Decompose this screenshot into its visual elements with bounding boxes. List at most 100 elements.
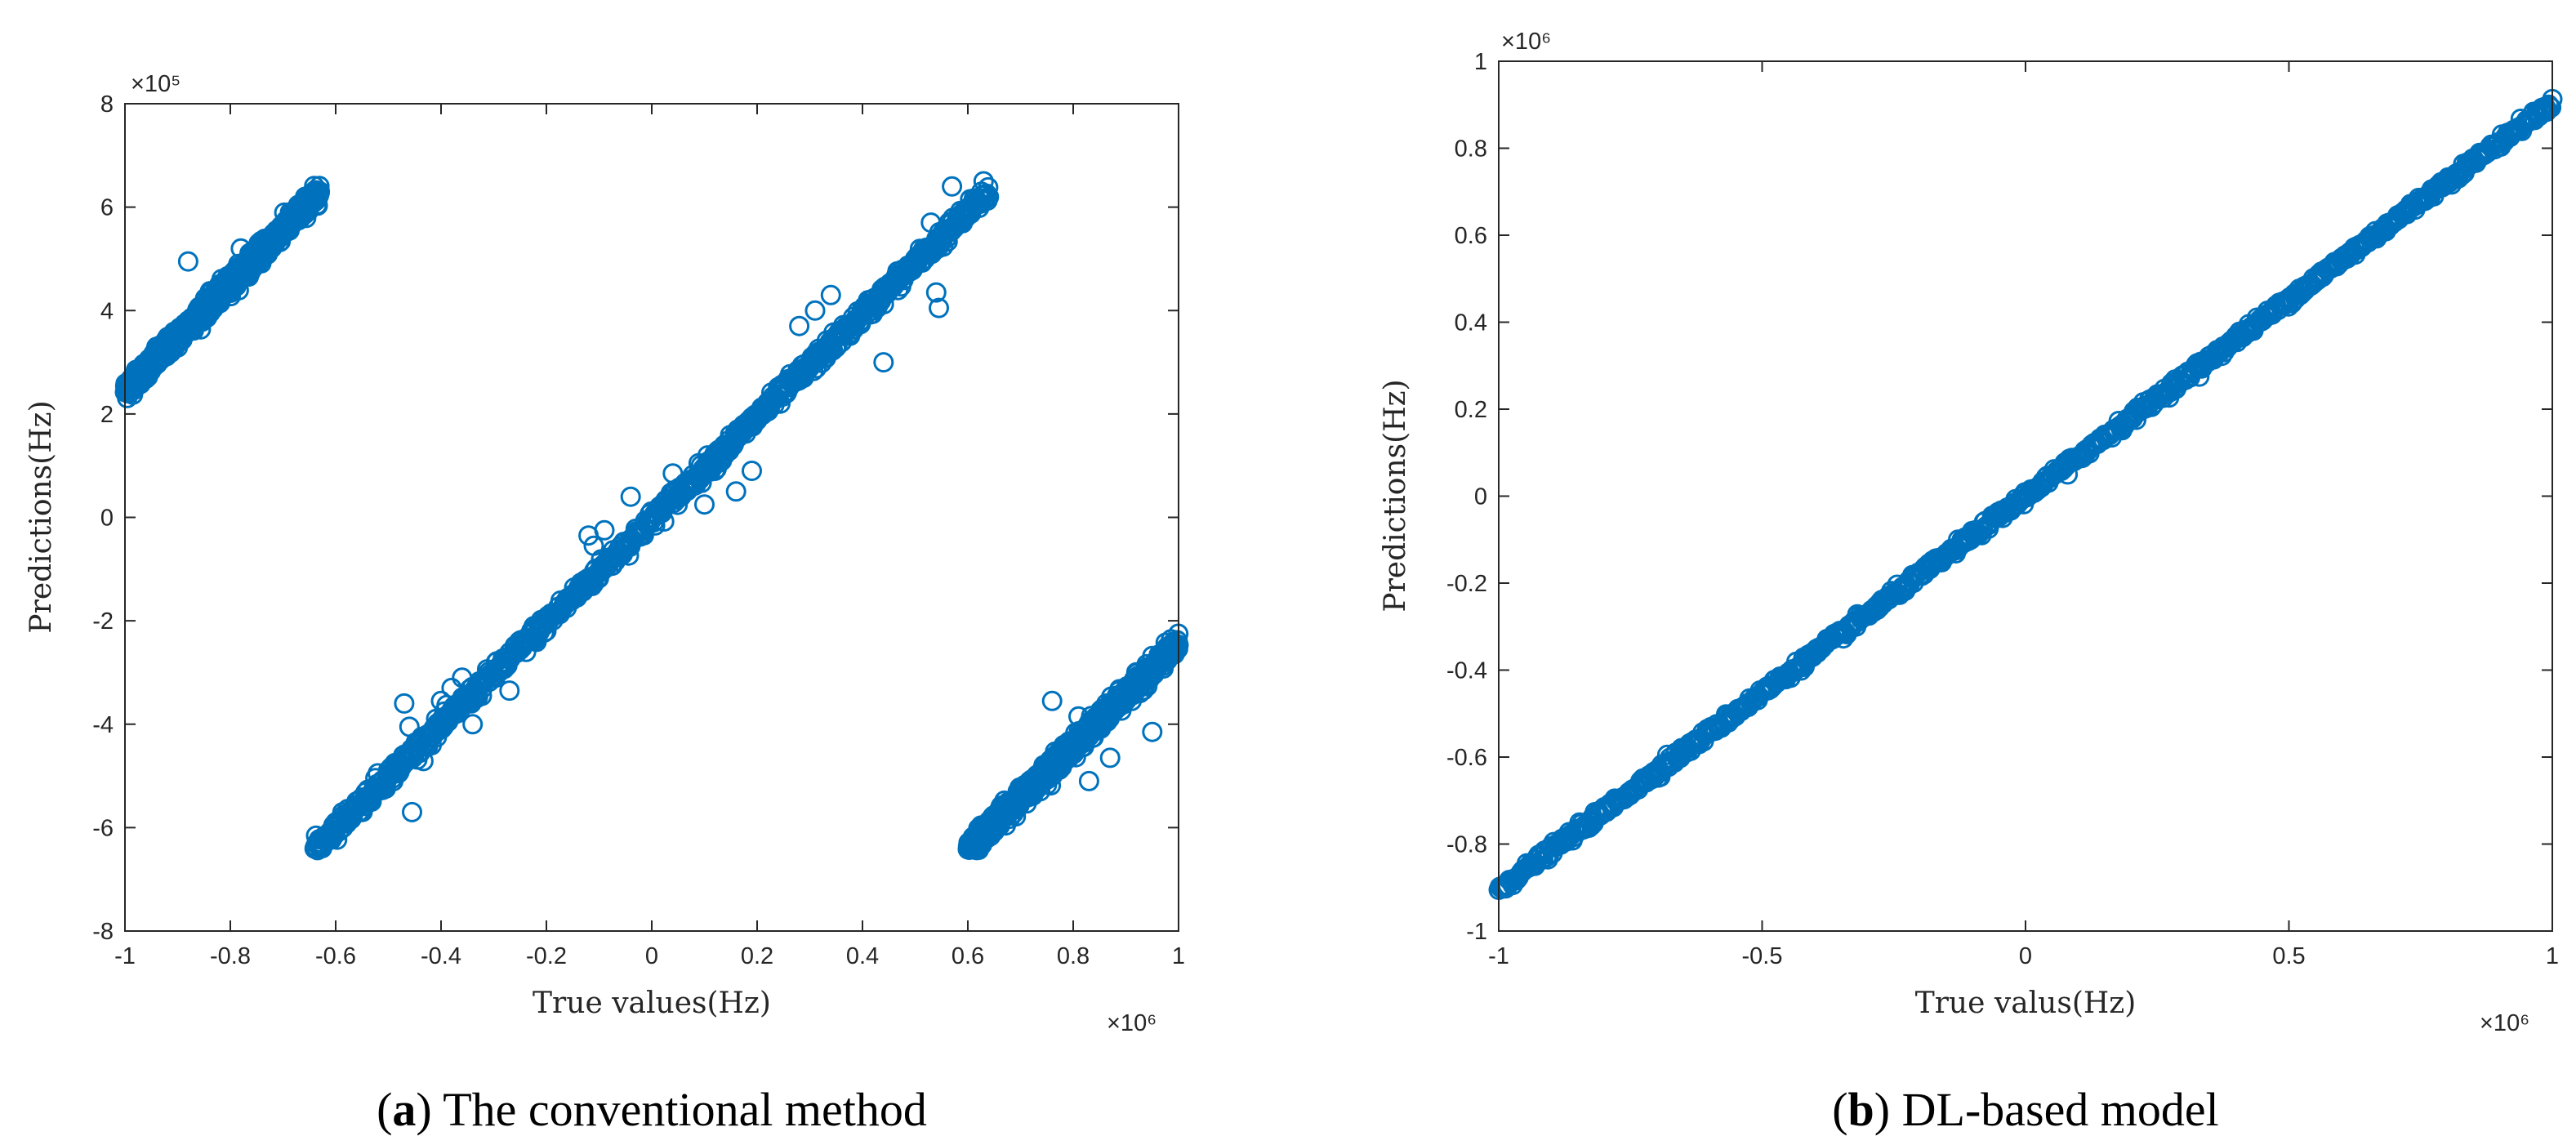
x-tick-label: 1 bbox=[1172, 943, 1185, 969]
y-tick-label: 4 bbox=[100, 298, 114, 324]
panel-a-y-exponent: ×10⁵ bbox=[131, 71, 180, 97]
outlier-point bbox=[905, 248, 925, 270]
y-tick-label: 0 bbox=[100, 506, 114, 532]
y-tick-label: 2 bbox=[100, 402, 114, 428]
outlier-point bbox=[1830, 621, 1852, 642]
panel-a-y-axis-title: Predictions(Hz) bbox=[25, 400, 58, 633]
y-tick-label: -0.8 bbox=[1446, 832, 1487, 858]
outlier-point bbox=[920, 212, 942, 234]
y-tick-label: -0.2 bbox=[1446, 571, 1487, 597]
panel-a-caption-text: The conventional method bbox=[443, 1083, 927, 1136]
panel-b-caption-letter: b bbox=[1848, 1083, 1874, 1136]
panel-b-x-exponent: ×10⁶ bbox=[2480, 1010, 2529, 1036]
y-tick-label: -4 bbox=[92, 712, 114, 738]
outlier-point bbox=[230, 238, 252, 259]
outlier-point bbox=[1142, 721, 1163, 742]
y-tick-label: -0.4 bbox=[1446, 658, 1487, 684]
outlier-point bbox=[462, 714, 484, 735]
outlier-point bbox=[789, 315, 810, 336]
outlier-point bbox=[804, 300, 826, 321]
outlier-point bbox=[1041, 690, 1063, 711]
panel-a-caption: (a) The conventional method bbox=[377, 1083, 927, 1136]
outlier-point bbox=[973, 171, 994, 192]
outlier-point bbox=[742, 461, 762, 481]
x-tick-label: 1 bbox=[2546, 943, 2559, 969]
panel-b-points bbox=[1488, 88, 2563, 900]
outlier-point bbox=[177, 251, 198, 272]
y-tick-label: 1 bbox=[1474, 49, 1487, 75]
panel-a-x-axis-title: True values(Hz) bbox=[533, 987, 771, 1020]
panel-b-y-exponent: ×10⁶ bbox=[1501, 29, 1551, 55]
outlier-point bbox=[936, 228, 957, 249]
panel-b-y-ticks: -1 -0.8 -0.6 -0.4 -0.2 0 0.2 0.4 0.6 0.8 1 bbox=[1446, 49, 2552, 945]
x-tick-label: 0.4 bbox=[846, 943, 879, 969]
outlier-point bbox=[694, 494, 715, 515]
outlier-point bbox=[620, 486, 641, 507]
x-tick-label: 0.8 bbox=[1057, 943, 1090, 969]
outlier-point bbox=[1068, 706, 1089, 727]
outlier-point bbox=[929, 297, 949, 319]
y-tick-label: -1 bbox=[1466, 919, 1487, 945]
panel-b-scatter: -1 -0.5 0 0.5 1 -1 -0.8 -0.6 -0.4 -0.2 0 0.2 0.4 0.6… bbox=[1379, 29, 2563, 1136]
outlier-point bbox=[725, 481, 747, 502]
outlier-point bbox=[873, 352, 894, 373]
x-tick-label: -0.4 bbox=[421, 943, 461, 969]
panel-a-y-ticks: -8 -6 -4 -2 0 2 4 6 8 bbox=[92, 91, 1179, 945]
x-tick-label: 0.2 bbox=[741, 943, 773, 969]
y-tick-label: -8 bbox=[92, 919, 114, 945]
data-point bbox=[310, 181, 331, 202]
x-tick-label: 0 bbox=[2019, 943, 2032, 969]
y-tick-label: 0.8 bbox=[1455, 136, 1487, 163]
y-tick-label: 0 bbox=[1474, 484, 1487, 510]
panel-b-x-ticks: -1 -0.5 0 0.5 1 bbox=[1488, 61, 2559, 969]
x-tick-label: -0.5 bbox=[1742, 943, 1783, 969]
outlier-point bbox=[394, 693, 415, 714]
outlier-point bbox=[499, 680, 520, 702]
outlier-point bbox=[2189, 366, 2210, 387]
y-tick-label: -6 bbox=[92, 815, 114, 841]
outlier-point bbox=[652, 494, 673, 515]
panel-b-caption-text: DL-based model bbox=[1902, 1083, 2219, 1136]
panel-b-caption: (b) DL-based model bbox=[1832, 1083, 2219, 1136]
outlier-point bbox=[368, 763, 389, 784]
y-tick-label: 0.2 bbox=[1455, 397, 1487, 423]
x-tick-label: 0 bbox=[645, 943, 658, 969]
panel-a-caption-letter: a bbox=[392, 1083, 416, 1136]
outlier-point bbox=[430, 690, 452, 711]
y-tick-label: -2 bbox=[92, 608, 114, 635]
x-tick-label: -0.2 bbox=[526, 943, 567, 969]
data-point bbox=[978, 176, 999, 198]
panel-a-x-ticks: -1 -0.8 -0.6 -0.4 -0.2 0 0.2 0.4 0.6 0.8 1 bbox=[114, 104, 1185, 969]
data-point bbox=[307, 195, 328, 216]
outlier-point bbox=[1099, 747, 1121, 769]
outlier-point bbox=[452, 667, 473, 688]
outlier-point bbox=[925, 282, 947, 303]
x-tick-label: 0.6 bbox=[952, 943, 984, 969]
data-point bbox=[2541, 97, 2562, 118]
y-tick-label: 6 bbox=[100, 195, 114, 221]
outlier-point bbox=[402, 801, 422, 822]
y-tick-label: -0.6 bbox=[1446, 745, 1487, 771]
outlier-point bbox=[1656, 744, 1678, 765]
x-tick-label: -1 bbox=[114, 943, 136, 969]
panel-b-x-axis-title: True valus(Hz) bbox=[1915, 987, 2137, 1020]
x-tick-label: -0.6 bbox=[315, 943, 356, 969]
y-tick-label: 0.4 bbox=[1455, 310, 1487, 336]
outlier-point bbox=[1078, 770, 1099, 791]
outlier-point bbox=[583, 535, 604, 556]
outlier-point bbox=[820, 284, 841, 305]
y-tick-label: 0.6 bbox=[1455, 223, 1487, 249]
outlier-point bbox=[594, 519, 615, 541]
panel-a-scatter: -1 -0.8 -0.6 -0.4 -0.2 0 0.2 0.4 0.6 0.8 1 -8-6-4-… bbox=[25, 71, 1189, 1136]
panel-a-x-exponent: ×10⁶ bbox=[1107, 1010, 1157, 1036]
x-tick-label: -0.8 bbox=[210, 943, 251, 969]
panel-a-points bbox=[114, 171, 1189, 861]
outlier-point bbox=[662, 463, 684, 484]
y-tick-label: 8 bbox=[100, 91, 114, 118]
x-tick-label: 0.5 bbox=[2272, 943, 2305, 969]
x-tick-label: -1 bbox=[1488, 943, 1509, 969]
outlier-point bbox=[2057, 464, 2079, 485]
panel-b-y-axis-title: Predictions(Hz) bbox=[1379, 379, 1412, 612]
outlier-point bbox=[441, 677, 462, 698]
